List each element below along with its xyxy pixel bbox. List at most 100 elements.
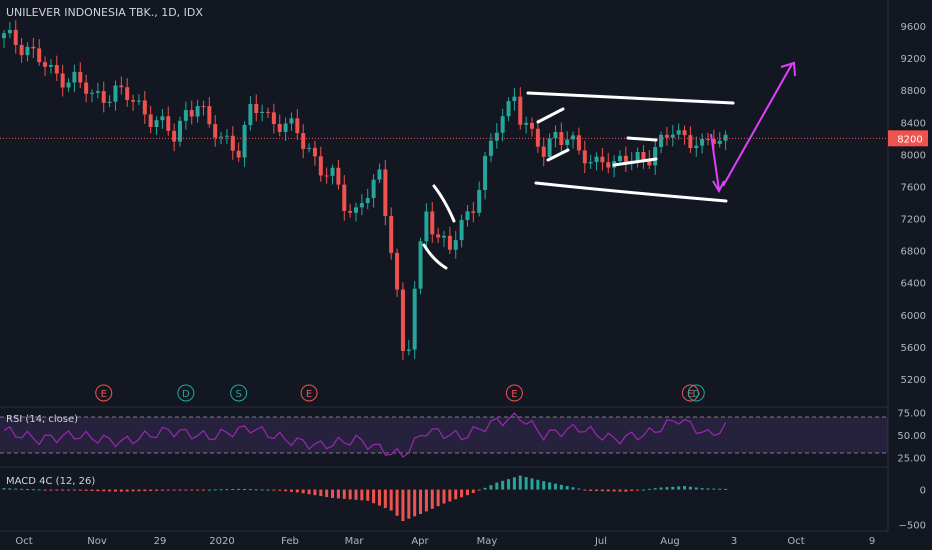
macd-bar <box>307 489 311 495</box>
candle-body <box>395 252 400 290</box>
candle-body <box>641 152 646 160</box>
macd-bar <box>577 488 581 490</box>
event-label: E <box>511 389 517 400</box>
x-tick-label: Oct <box>787 536 804 547</box>
macd-bar <box>395 489 399 516</box>
candle-body <box>25 46 30 56</box>
macd-bar <box>377 489 381 506</box>
candle-body <box>101 91 106 103</box>
candle-body <box>277 123 282 132</box>
rsi-line <box>3 412 727 458</box>
macd-bar <box>372 489 376 504</box>
annotation-arrow-up-head <box>780 61 796 77</box>
candle-body <box>706 138 710 140</box>
macd-bar <box>272 489 276 491</box>
macd-bar <box>512 477 516 490</box>
macd-bar <box>683 486 687 490</box>
candle-body <box>78 71 83 83</box>
y-tick-label: 5200 <box>901 375 926 386</box>
candle-body <box>230 135 235 151</box>
candle-body <box>453 240 458 250</box>
macd-bar <box>401 489 405 522</box>
candle-body <box>207 106 212 125</box>
macd-bar <box>119 489 123 492</box>
candle-body <box>400 289 405 351</box>
macd-bar <box>501 480 505 490</box>
macd-bar <box>700 488 704 490</box>
macd-bar <box>284 489 288 492</box>
candle-body <box>160 116 165 121</box>
y-tick-label: 8400 <box>901 118 926 129</box>
macd-bar <box>595 489 599 492</box>
candle-body <box>553 132 558 139</box>
y-tick-label: 7200 <box>901 215 926 226</box>
candle-body <box>254 104 259 114</box>
x-tick-label: 9 <box>869 536 875 547</box>
macd-bar <box>172 489 176 491</box>
candle-body <box>371 179 376 199</box>
macd-bar <box>260 489 264 491</box>
candle-body <box>43 62 48 67</box>
candle-body <box>7 29 12 34</box>
macd-bar <box>313 489 317 496</box>
candle-body <box>659 134 664 148</box>
macd-bar <box>160 489 164 491</box>
annotation-arrow-down-head <box>712 180 725 194</box>
candle-body <box>547 138 552 157</box>
macd-tick-label: 0 <box>920 486 926 497</box>
macd-bar <box>155 489 159 491</box>
candle-body <box>647 159 652 166</box>
macd-bar <box>565 486 569 490</box>
macd-bar <box>125 489 129 492</box>
x-tick-label: 2020 <box>209 536 234 547</box>
macd-bar <box>424 489 428 512</box>
x-tick-label: Feb <box>281 536 299 547</box>
macd-bar <box>295 489 299 493</box>
candle-body <box>594 156 599 163</box>
candle-body <box>494 132 499 141</box>
annotation-lower-channel <box>534 181 728 203</box>
x-tick-label: Nov <box>87 536 107 547</box>
macd-bar <box>360 489 364 501</box>
macd-bar <box>583 489 587 491</box>
macd-bar <box>407 489 411 519</box>
macd-bar <box>72 489 76 491</box>
macd-bar <box>383 489 387 509</box>
macd-bar <box>471 489 475 494</box>
candle-body <box>518 96 523 125</box>
candle-body <box>142 100 147 115</box>
macd-bar <box>213 489 217 491</box>
macd-bar <box>507 479 511 490</box>
candle-body <box>271 112 276 124</box>
macd-bar <box>336 489 340 499</box>
candle-body <box>301 133 306 149</box>
candle-body <box>447 235 452 250</box>
annotation-arc-bottom <box>422 243 448 270</box>
macd-bar <box>37 489 41 491</box>
candle-body <box>342 184 347 211</box>
macd-bar <box>96 489 100 492</box>
y-tick-label: 5600 <box>901 343 926 354</box>
event-marker-dividend <box>687 384 705 402</box>
candle-body <box>442 235 446 238</box>
macd-bar <box>319 489 323 497</box>
candle-body <box>90 92 94 94</box>
candle-body <box>131 99 136 102</box>
candle-body <box>113 85 118 102</box>
macd-bar <box>113 489 117 492</box>
candle-body <box>266 111 270 113</box>
y-tick-label: 8800 <box>901 86 926 97</box>
macd-bar <box>630 489 634 491</box>
macd-bar <box>196 489 200 491</box>
y-tick-label: 9200 <box>901 54 926 65</box>
macd-bar <box>413 489 417 517</box>
event-marker-earnings <box>95 384 113 402</box>
y-tick-label: 8000 <box>901 150 926 161</box>
macd-bar <box>718 488 722 490</box>
candle-body <box>717 140 722 144</box>
macd-bar <box>266 489 270 491</box>
y-tick-label: 9600 <box>901 22 926 33</box>
candle-body <box>354 207 358 213</box>
y-tick-label: 6800 <box>901 247 926 258</box>
event-label: E <box>306 389 312 400</box>
